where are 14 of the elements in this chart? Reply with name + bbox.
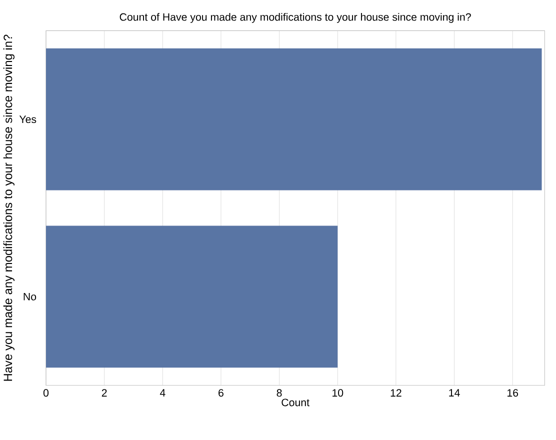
x-tick-label: 2 [102,389,107,397]
x-tick-label: 16 [507,389,518,397]
x-tick-label: 12 [390,389,402,397]
y-tick-label: Yes [19,116,36,124]
x-axis-title: Count [282,398,310,406]
x-tick-label: 6 [218,389,224,397]
x-tick-label: 4 [160,389,166,396]
x-tick-label: 0 [43,389,49,397]
x-tick-label: 8 [276,389,282,397]
y-axis-title: Have you made any modifications to your house since moving in? [3,34,14,381]
x-tick-label: 14 [449,389,460,396]
x-tick-label: 10 [332,389,344,397]
y-tick-label: No [24,292,36,300]
chart-title: Count of Have you made any modifications to your house since moving in? [120,12,471,23]
